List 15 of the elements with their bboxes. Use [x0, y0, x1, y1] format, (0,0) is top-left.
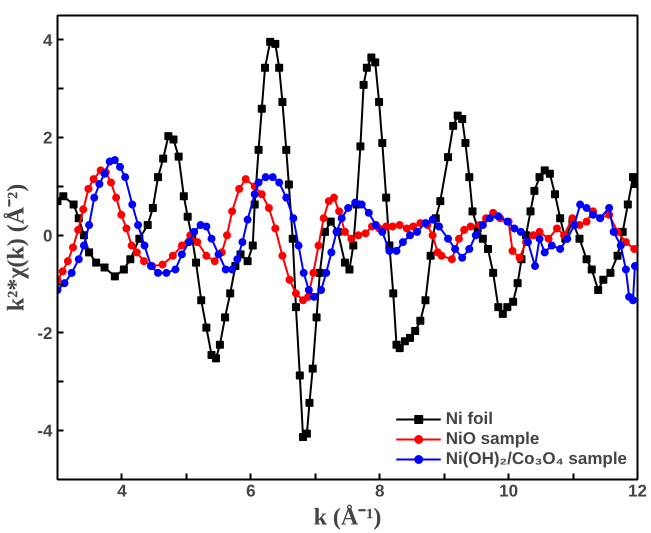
y-tick-label: 0: [43, 226, 53, 246]
x-tick-label: 10: [499, 482, 518, 500]
legend-label: Ni(OH)₂/Co₃O₄ sample: [446, 449, 627, 469]
legend-label: Ni foil: [446, 409, 493, 429]
x-tick-label: 6: [246, 482, 256, 500]
y-tick-label: -4: [37, 422, 54, 441]
x-tick-label: 8: [374, 482, 384, 500]
y-tick-label: 4: [43, 30, 54, 50]
x-tick-label: 4: [117, 482, 128, 500]
x-axis-title: k (Å⁻¹): [314, 504, 382, 530]
x-tick-label: 12: [628, 482, 647, 500]
legend-label: NiO sample: [446, 429, 540, 449]
y-tick-label: 2: [43, 128, 53, 148]
y-axis-title: k²*χ(k) (Å⁻²): [3, 184, 30, 312]
y-tick-label: -2: [37, 324, 53, 343]
